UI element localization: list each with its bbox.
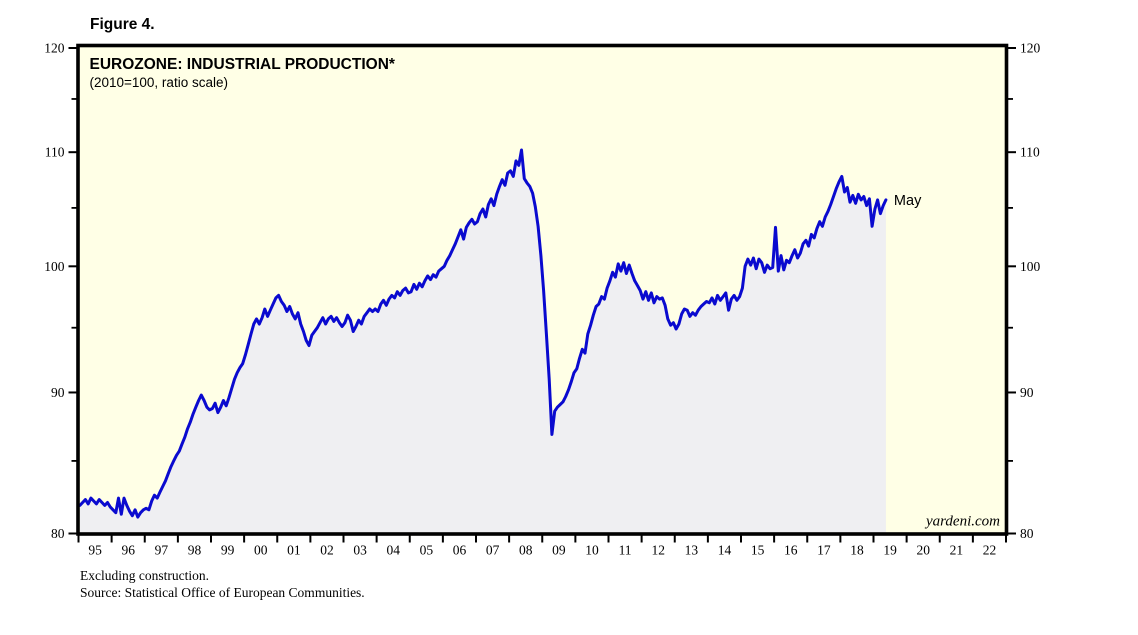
x-axis-label: 05	[420, 543, 434, 558]
y-axis-label-left: 90	[51, 385, 65, 400]
x-axis-label: 95	[88, 543, 102, 558]
chart-subtitle: (2010=100, ratio scale)	[90, 75, 228, 90]
chart-title: EUROZONE: INDUSTRIAL PRODUCTION*	[90, 56, 396, 73]
x-axis-label: 19	[883, 543, 897, 558]
figure-label: Figure 4.	[90, 16, 155, 33]
x-axis-label: 22	[983, 543, 997, 558]
x-axis-label: 01	[287, 543, 301, 558]
y-axis-label-right: 120	[1020, 41, 1041, 56]
x-axis-label: 98	[188, 543, 202, 558]
plot-frame	[76, 43, 1009, 536]
y-axis-label-right: 110	[1020, 145, 1040, 160]
x-axis-label: 08	[519, 543, 533, 558]
y-axis-label-right: 90	[1020, 385, 1034, 400]
x-axis-label: 03	[353, 543, 367, 558]
x-axis-label: 06	[453, 543, 467, 558]
series-line	[78, 148, 888, 519]
footnote-line-2: Source: Statistical Office of European C…	[80, 585, 365, 600]
x-axis-label: 99	[221, 543, 235, 558]
last-point-annotation: May	[894, 193, 922, 209]
x-axis-label: 21	[950, 543, 964, 558]
x-axis-label: 20	[916, 543, 930, 558]
x-axis-label: 18	[850, 543, 864, 558]
x-axis-label: 96	[121, 543, 135, 558]
y-axis-label-left: 100	[44, 259, 65, 274]
y-axis-label-right: 100	[1020, 259, 1041, 274]
x-axis-label: 07	[486, 543, 500, 558]
chart-footnotes: Excluding construction. Source: Statisti…	[80, 567, 365, 601]
x-axis-label: 02	[320, 543, 334, 558]
watermark-text: yardeni.com	[924, 514, 1000, 530]
y-axis-label-left: 120	[44, 41, 65, 56]
x-axis-label: 10	[585, 543, 599, 558]
y-axis-label-right: 80	[1020, 526, 1034, 541]
series-area-fill	[79, 150, 886, 534]
footnote-line-1: Excluding construction.	[80, 568, 209, 583]
x-axis-label: 09	[552, 543, 566, 558]
x-axis-label: 04	[386, 543, 400, 558]
y-axis-label-left: 110	[45, 145, 65, 160]
x-axis-label: 11	[619, 543, 632, 558]
x-axis-label: 15	[751, 543, 765, 558]
x-axis-label: 17	[817, 543, 831, 558]
x-axis-label: 00	[254, 543, 268, 558]
x-axis-label: 14	[718, 543, 732, 558]
x-axis-label: 97	[155, 543, 169, 558]
x-axis-label: 12	[651, 543, 665, 558]
x-axis-label: 13	[685, 543, 699, 558]
y-axis-label-left: 80	[51, 526, 65, 541]
x-axis-label: 16	[784, 543, 798, 558]
